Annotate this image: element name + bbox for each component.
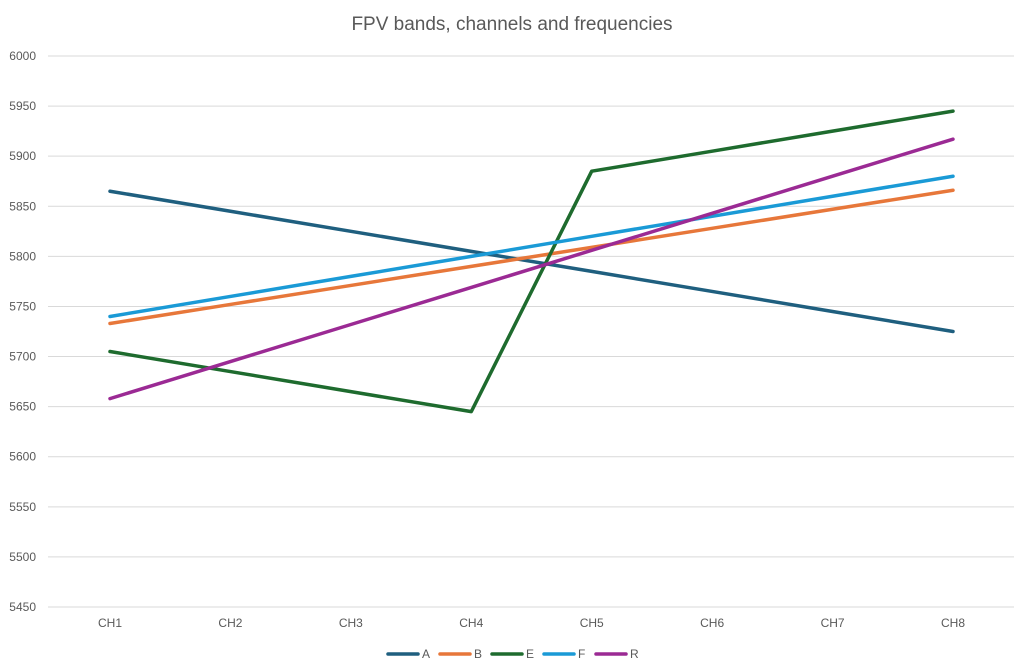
x-tick-label: CH7	[821, 616, 845, 630]
gridlines	[48, 55, 1014, 608]
y-tick-label: 5800	[9, 249, 36, 263]
legend-label: E	[526, 647, 534, 661]
series-lines	[108, 109, 955, 414]
x-tick-label: CH8	[941, 616, 965, 630]
series-line-f	[108, 174, 955, 319]
y-tick-label: 5750	[9, 299, 36, 313]
series-line-b	[108, 188, 955, 326]
y-tick-label: 5650	[9, 400, 36, 414]
legend-item-a: A	[386, 647, 430, 661]
legend-item-f: F	[542, 647, 585, 661]
y-tick-label: 5950	[9, 99, 36, 113]
legend-label: F	[578, 647, 585, 661]
y-tick-label: 6000	[9, 49, 36, 63]
chart-title: FPV bands, channels and frequencies	[351, 14, 672, 35]
x-tick-label: CH4	[459, 616, 483, 630]
legend-label: B	[474, 647, 482, 661]
y-tick-label: 5500	[9, 550, 36, 564]
x-axis-ticks: CH1 CH2 CH3 CH4 CH5 CH6 CH7 CH8	[98, 616, 965, 630]
series-line-a	[108, 189, 955, 334]
series-line-e	[108, 109, 955, 414]
x-tick-label: CH3	[339, 616, 363, 630]
legend-item-r: R	[594, 647, 639, 661]
legend-item-e: E	[490, 647, 534, 661]
y-tick-label: 5850	[9, 199, 36, 213]
legend-label: A	[422, 647, 430, 661]
y-tick-label: 5900	[9, 149, 36, 163]
legend-item-b: B	[438, 647, 482, 661]
x-tick-label: CH6	[700, 616, 724, 630]
y-tick-label: 5600	[9, 450, 36, 464]
y-tick-label: 5450	[9, 600, 36, 614]
series-line-r	[108, 137, 955, 401]
x-tick-label: CH5	[580, 616, 604, 630]
y-tick-label: 5550	[9, 500, 36, 514]
y-axis-ticks: 5450 5500 5550 5600 5650 5700 5750 5800 5850 5900…	[9, 49, 36, 614]
x-tick-label: CH1	[98, 616, 122, 630]
x-tick-label: CH2	[218, 616, 242, 630]
legend-label: R	[630, 647, 639, 661]
y-tick-label: 5700	[9, 350, 36, 364]
